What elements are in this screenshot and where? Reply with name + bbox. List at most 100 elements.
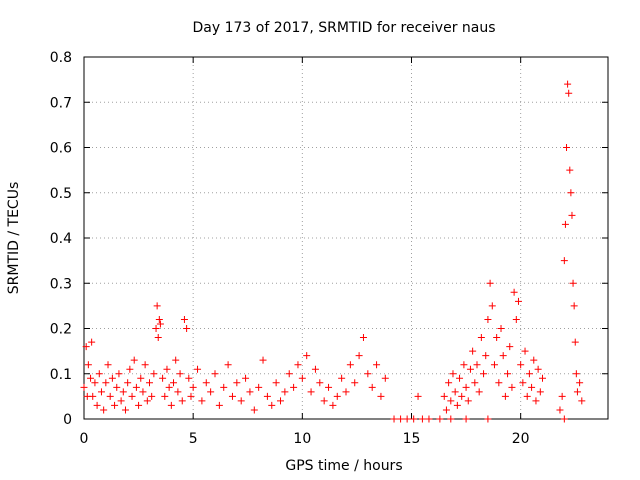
data-point [272, 379, 280, 387]
data-point [91, 379, 99, 387]
data-point [224, 361, 232, 369]
y-tick-label: 0.6 [50, 141, 72, 157]
data-point [564, 80, 572, 88]
data-point [418, 415, 426, 423]
data-point [183, 325, 191, 332]
data-point [514, 297, 522, 305]
data-point [154, 334, 162, 342]
data-point [135, 401, 143, 409]
data-point [342, 388, 350, 396]
data-point [281, 388, 289, 396]
data-point [215, 401, 223, 409]
data-point [87, 374, 95, 382]
data-point [113, 383, 121, 391]
data-point [211, 370, 219, 378]
axis-ticks: 0 0.1 0.2 0.3 0.4 0.5 0.6 0.7 0.8 0 5 10 15 20 [50, 50, 608, 447]
data-point [159, 374, 167, 382]
data-point [490, 361, 498, 369]
data-point [290, 383, 298, 391]
data-point [207, 388, 215, 396]
data-point [143, 397, 151, 405]
data-point [560, 257, 568, 265]
data-point [100, 406, 108, 414]
data-point [469, 347, 477, 355]
data-point [512, 315, 520, 323]
data-point [351, 379, 359, 387]
data-point [237, 397, 245, 405]
y-tick-label: 0.7 [50, 95, 72, 111]
data-point [410, 415, 418, 423]
data-point [451, 388, 459, 396]
data-point [111, 401, 119, 409]
data-point [259, 356, 267, 364]
data-point [572, 370, 580, 378]
data-point [499, 352, 507, 360]
data-point [414, 392, 422, 400]
data-point [119, 388, 127, 396]
data-point [573, 388, 581, 396]
data-point [442, 406, 450, 414]
data-point [576, 379, 584, 387]
data-point [471, 379, 479, 387]
data-point [456, 374, 464, 382]
data-point [449, 370, 457, 378]
data-point [320, 397, 328, 405]
data-point [525, 370, 533, 378]
data-point [93, 401, 101, 409]
y-tick-label: 0 [63, 412, 72, 428]
data-point [484, 415, 492, 423]
data-point [124, 379, 132, 387]
data-point [482, 352, 490, 360]
data-point [504, 370, 512, 378]
data-point [82, 343, 90, 351]
data-point [250, 406, 258, 414]
data-point [102, 379, 110, 387]
data-point [462, 383, 470, 391]
data-point [285, 370, 293, 378]
data-point [436, 415, 444, 423]
data-point [148, 392, 156, 400]
data-point [303, 352, 311, 360]
data-point [453, 401, 461, 409]
data-point [155, 315, 163, 323]
data-point [458, 392, 466, 400]
data-point [132, 383, 140, 391]
data-point [532, 397, 540, 405]
data-point [139, 388, 147, 396]
data-point [325, 383, 333, 391]
data-point [189, 383, 197, 391]
data-point [161, 392, 169, 400]
data-point [198, 397, 206, 405]
x-tick-label: 0 [80, 431, 89, 447]
x-tick-label: 10 [293, 431, 311, 447]
grid [84, 57, 608, 419]
data-point [534, 365, 542, 373]
data-point [146, 379, 153, 387]
data-point [137, 374, 145, 382]
data-point [346, 361, 354, 369]
data-point [329, 401, 337, 409]
data-point [462, 415, 470, 423]
data-point [506, 343, 514, 351]
x-axis-label: GPS time / hours [285, 458, 402, 474]
data-point [484, 315, 492, 323]
data-point [560, 415, 568, 423]
data-point [440, 392, 448, 400]
data-point [150, 370, 158, 378]
data-point [556, 406, 564, 414]
data-point [521, 347, 529, 355]
data-point [228, 392, 236, 400]
y-tick-label: 0.3 [50, 276, 72, 292]
data-point [381, 374, 389, 382]
data-point [510, 288, 518, 296]
y-tick-label: 0.1 [50, 367, 72, 383]
data-point [377, 392, 385, 400]
data-point [194, 365, 202, 373]
data-point [567, 189, 575, 197]
x-tick-label: 20 [512, 431, 530, 447]
data-point [95, 370, 103, 378]
data-point [569, 279, 577, 287]
data-point [445, 379, 453, 387]
data-point [519, 379, 527, 387]
